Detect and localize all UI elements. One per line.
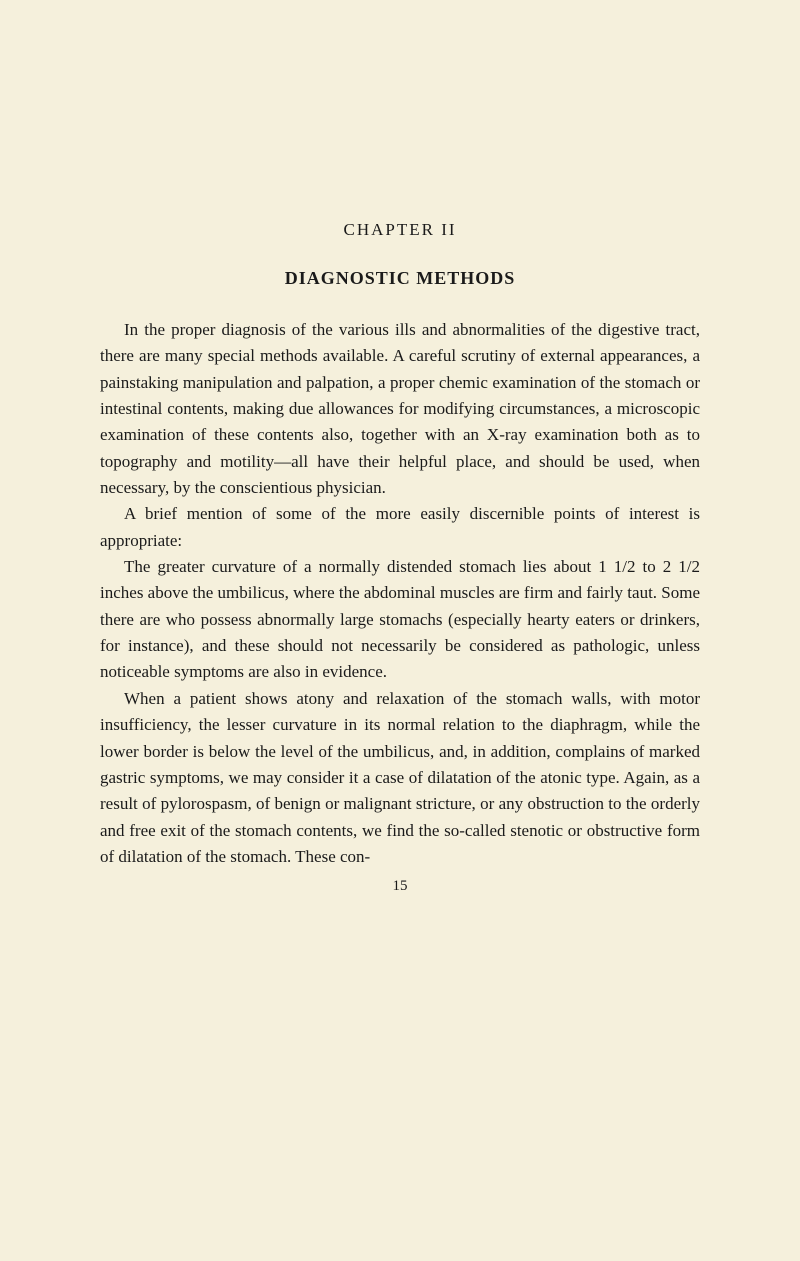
section-title: DIAGNOSTIC METHODS (100, 268, 700, 289)
paragraph-4: When a patient shows atony and relaxatio… (100, 686, 700, 870)
body-text-container: In the proper diagnosis of the various i… (100, 317, 700, 870)
paragraph-2: A brief mention of some of the more easi… (100, 501, 700, 554)
page-number: 15 (100, 878, 700, 895)
paragraph-3: The greater curvature of a normally dist… (100, 554, 700, 686)
paragraph-1: In the proper diagnosis of the various i… (100, 317, 700, 501)
chapter-heading: CHAPTER II (100, 220, 700, 240)
